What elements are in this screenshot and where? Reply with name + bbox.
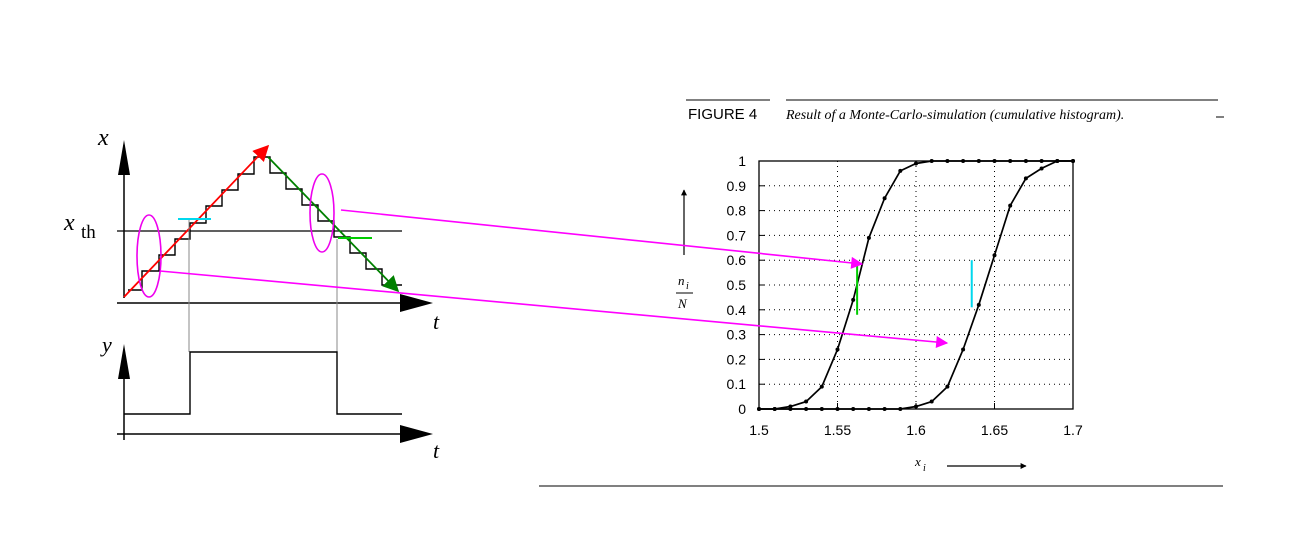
series-1-point: [929, 159, 934, 163]
series-1-point: [1039, 159, 1044, 163]
series-1-point: [866, 235, 871, 240]
series-1-point: [992, 159, 997, 163]
y-axis-label: y: [100, 332, 112, 357]
series-1-point: [1008, 159, 1013, 163]
y-tick-label: 0.7: [727, 227, 747, 243]
y-tick-label: 0.4: [727, 302, 747, 318]
y-tick-labels: 0 0.1 0.2 0.3 0.4 0.5 0.6 0.7 0.8 0.9 1: [727, 153, 747, 417]
series-2-point: [882, 407, 887, 411]
series-1-point: [945, 159, 950, 163]
chart-grid: [758, 160, 1074, 410]
series-2-point: [945, 384, 950, 389]
y-tick-label: 0.9: [727, 178, 747, 194]
threshold-marks: [856, 260, 973, 315]
threshold-label: x: [63, 210, 75, 236]
x-tick-label: 1.55: [824, 422, 851, 438]
y-tick-label: 0.3: [727, 327, 747, 343]
series-1-point: [961, 159, 966, 163]
series-1-point: [976, 159, 981, 163]
y-tick-label: 0.5: [727, 277, 747, 293]
series-2-point: [1023, 176, 1028, 181]
rising-ramp-arrow: [123, 144, 270, 298]
figure-caption: Result of a Monte-Carlo-simulation (cumu…: [785, 108, 1124, 123]
series-2-point: [788, 407, 793, 411]
rising-to-cyan-pointer: [159, 270, 949, 348]
rising-crossing-ellipse: [136, 214, 162, 298]
y-tick-label: 0.6: [727, 252, 747, 268]
series-1-point: [804, 399, 809, 404]
series-1-point: [851, 297, 856, 302]
series-2-point: [898, 407, 903, 411]
y-label-numerator: n: [678, 273, 685, 288]
series-2-point: [866, 407, 871, 411]
t-axis-bottom-arrowhead: [400, 425, 433, 443]
y-tick-label: 0.1: [727, 376, 747, 392]
y-axis-arrowhead: [118, 344, 130, 379]
series-2-point: [1071, 159, 1075, 163]
falling-to-green-pointer: [340, 209, 864, 269]
plot-frame: [758, 160, 1074, 410]
series-2-point: [851, 407, 856, 411]
x-axis-arrowhead: [118, 140, 130, 175]
series-1-point: [882, 196, 887, 201]
cumulative-histogram-chart: 0 0.1 0.2 0.3 0.4 0.5 0.6 0.7 0.8 0.9 1 1.5 1.55 1.6…: [676, 153, 1083, 474]
series-1-point: [1023, 159, 1028, 163]
series-2-point: [914, 404, 918, 409]
series-2-point: [1039, 166, 1044, 171]
y-tick-label: 0: [738, 401, 746, 417]
x-axis-label: x: [97, 125, 109, 151]
series-1-point: [914, 161, 918, 166]
series-2-point: [772, 407, 777, 411]
y-tick-label: 1: [738, 153, 746, 169]
x-tick-label: 1.65: [981, 422, 1008, 438]
series-1-point: [819, 384, 824, 389]
x-tick-label: 1.6: [906, 422, 926, 438]
chart-series: [757, 159, 1075, 411]
series-2-point: [1055, 159, 1060, 163]
series-2-point: [992, 253, 997, 258]
y-tick-label: 0.2: [727, 351, 747, 367]
series-2-point: [1008, 203, 1013, 208]
series-2-point: [929, 399, 934, 404]
x-tick-label: 1.7: [1063, 422, 1083, 438]
y-label-numerator-sub: i: [686, 281, 689, 292]
t-axis-top-arrowhead: [400, 294, 433, 312]
t-axis-bottom-label: t: [433, 438, 440, 463]
series-2-point: [976, 302, 981, 307]
left-schematic: x x th t y t: [63, 125, 440, 463]
series-2-point: [819, 407, 824, 411]
series-2-point: [835, 407, 840, 411]
series-1-point: [898, 168, 903, 173]
staircase-signal: [128, 156, 402, 291]
x-tick-labels: 1.5 1.55 1.6 1.65 1.7: [749, 422, 1083, 438]
figure-header: FIGURE 4 Result of a Monte-Carlo-simulat…: [539, 99, 1224, 487]
series-2-point: [961, 347, 966, 352]
series-2-point: [757, 407, 761, 411]
y-label-denominator: N: [677, 296, 688, 311]
output-pulse: [124, 351, 402, 415]
figure-label: FIGURE 4: [688, 106, 757, 123]
y-tick-label: 0.8: [727, 203, 747, 219]
t-axis-top-label: t: [433, 309, 440, 334]
series-1-point: [835, 347, 840, 352]
x-label-sub: i: [923, 463, 926, 474]
series-2-point: [804, 407, 809, 411]
x-tick-label: 1.5: [749, 422, 769, 438]
falling-crossing-ellipse: [309, 173, 335, 253]
threshold-label-subscript: th: [81, 222, 96, 243]
x-label: x: [914, 454, 921, 469]
